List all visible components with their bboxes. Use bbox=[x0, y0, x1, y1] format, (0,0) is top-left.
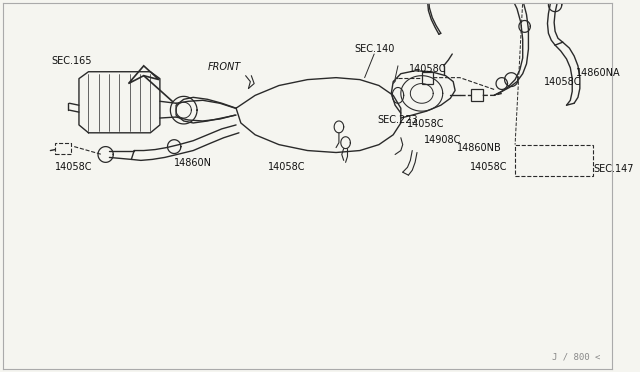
Text: 14058C: 14058C bbox=[543, 77, 581, 87]
Text: 14908C: 14908C bbox=[424, 135, 461, 145]
Text: SEC.223: SEC.223 bbox=[377, 115, 418, 125]
Text: SEC.165: SEC.165 bbox=[51, 56, 92, 66]
Text: 14058C: 14058C bbox=[407, 119, 444, 129]
Text: 14058C: 14058C bbox=[470, 162, 507, 172]
Text: SEC.140: SEC.140 bbox=[354, 44, 394, 54]
Text: 14860NA: 14860NA bbox=[576, 68, 621, 78]
Text: 14058C: 14058C bbox=[409, 64, 446, 74]
Text: 14058C: 14058C bbox=[55, 162, 93, 172]
Text: FRONT: FRONT bbox=[207, 62, 241, 72]
Text: 14058C: 14058C bbox=[268, 162, 305, 172]
Text: 14860N: 14860N bbox=[174, 158, 212, 168]
Text: 14860NB: 14860NB bbox=[456, 142, 501, 153]
Text: SEC.147: SEC.147 bbox=[593, 164, 634, 174]
Text: J / 800 <: J / 800 < bbox=[552, 352, 601, 361]
